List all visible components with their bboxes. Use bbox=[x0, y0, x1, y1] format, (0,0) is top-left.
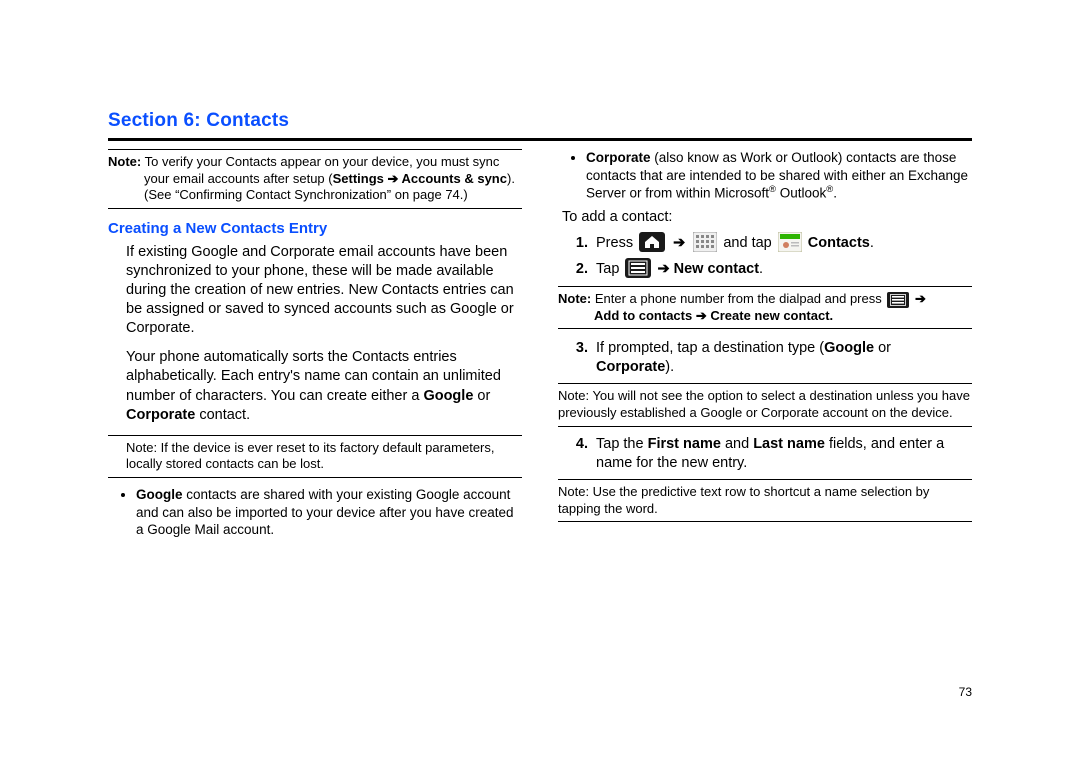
steps-list: Press ➔ and tap Contacts. bbox=[566, 232, 972, 279]
step-3: If prompted, tap a destination type (Goo… bbox=[592, 339, 972, 377]
note-label: Note: bbox=[558, 291, 591, 306]
note-text-indent: your email accounts after setup (Setting… bbox=[144, 171, 522, 204]
step-1: Press ➔ and tap Contacts. bbox=[592, 232, 972, 253]
arrow-icon: ➔ bbox=[671, 235, 687, 251]
menu-icon bbox=[887, 292, 909, 308]
bullet-google: Google contacts are shared with your exi… bbox=[136, 486, 522, 539]
page-number: 73 bbox=[959, 685, 972, 699]
note-destination: Note: You will not see the option to sel… bbox=[558, 383, 972, 426]
step-4: Tap the First name and Last name fields,… bbox=[592, 435, 972, 473]
subheading-creating: Creating a New Contacts Entry bbox=[108, 219, 522, 239]
steps-list-cont2: Tap the First name and Last name fields,… bbox=[566, 435, 972, 473]
right-column: Corporate (also know as Work or Outlook)… bbox=[558, 149, 972, 545]
manual-page: Section 6: Contacts Note: To verify your… bbox=[0, 0, 1080, 771]
bullet-corporate: Corporate (also know as Work or Outlook)… bbox=[586, 149, 972, 202]
contacts-app-icon bbox=[778, 232, 802, 252]
step-2: Tap ➔ New contact. bbox=[592, 258, 972, 279]
note-factory-reset: Note: If the device is ever reset to its… bbox=[108, 435, 522, 478]
note-text: To verify your Contacts appear on your d… bbox=[141, 154, 499, 169]
menu-icon bbox=[625, 258, 651, 278]
note-label: Note: bbox=[108, 154, 141, 169]
note-dialpad: Note: Enter a phone number from the dial… bbox=[558, 286, 972, 330]
paragraph-1: If existing Google and Corporate email a… bbox=[126, 243, 522, 339]
left-column: Note: To verify your Contacts appear on … bbox=[108, 149, 522, 545]
bullet-list-right: Corporate (also know as Work or Outlook)… bbox=[566, 149, 972, 202]
section-title: Section 6: Contacts bbox=[108, 110, 972, 141]
home-icon bbox=[639, 232, 665, 252]
note-predictive: Note: Use the predictive text row to sho… bbox=[558, 479, 972, 522]
two-column-layout: Note: To verify your Contacts appear on … bbox=[108, 149, 972, 545]
to-add-label: To add a contact: bbox=[562, 208, 972, 227]
paragraph-2: Your phone automatically sorts the Conta… bbox=[126, 348, 522, 425]
apps-grid-icon bbox=[693, 232, 717, 252]
steps-list-cont: If prompted, tap a destination type (Goo… bbox=[566, 339, 972, 377]
bullet-list-left: Google contacts are shared with your exi… bbox=[116, 486, 522, 539]
registered-icon: ® bbox=[769, 184, 776, 195]
note-sync: Note: To verify your Contacts appear on … bbox=[108, 149, 522, 209]
